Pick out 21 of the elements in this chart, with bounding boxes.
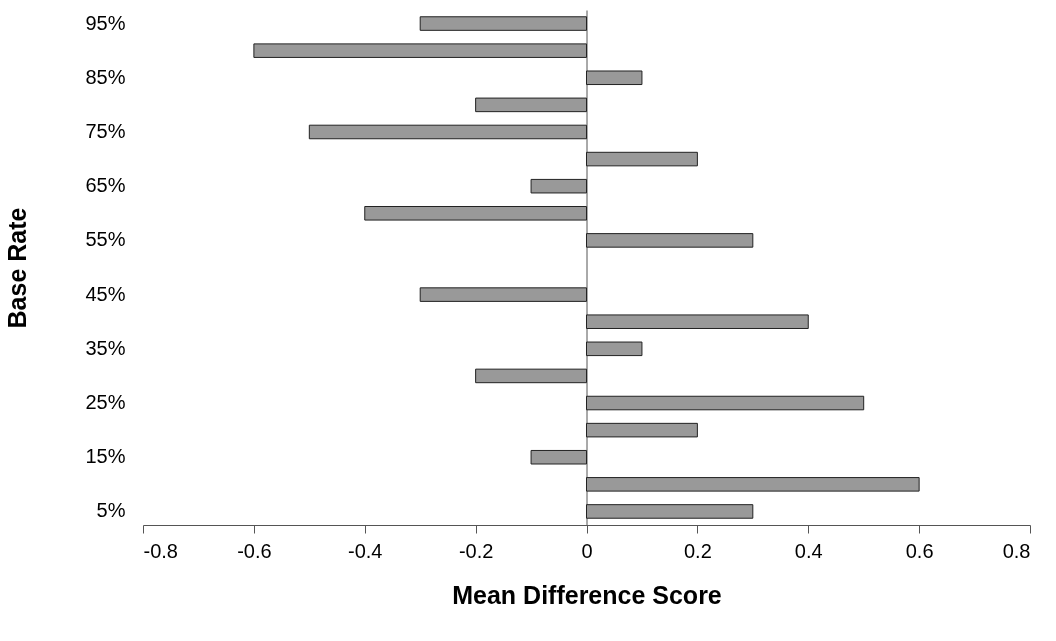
x-tick-label: 0: [581, 539, 593, 562]
y-tick-label: 45%: [85, 282, 126, 305]
x-tick-label: 0.8: [1002, 539, 1031, 562]
y-tick-label: 5%: [96, 499, 126, 522]
y-tick-label: 15%: [85, 445, 126, 468]
y-axis-title: Base Rate: [2, 207, 31, 329]
x-tick-label: -0.2: [458, 539, 494, 562]
x-tick-label: -0.8: [143, 539, 178, 562]
y-tick-label: 85%: [85, 65, 126, 88]
y-tick-label: 25%: [85, 391, 126, 414]
y-tick-label: 95%: [85, 11, 126, 34]
y-tick-label: 35%: [85, 336, 126, 359]
y-tick-label: 65%: [85, 174, 126, 197]
x-tick-label: 0.2: [683, 539, 712, 562]
y-tick-label: 75%: [85, 119, 126, 142]
x-tick-label: -0.6: [237, 539, 272, 562]
x-tick-label: -0.4: [348, 539, 383, 562]
x-tick-label: 0.4: [794, 539, 823, 562]
y-tick-label: 55%: [85, 228, 126, 251]
x-axis-title: Mean Difference Score: [452, 580, 722, 609]
x-tick-label: 0.6: [905, 539, 934, 562]
